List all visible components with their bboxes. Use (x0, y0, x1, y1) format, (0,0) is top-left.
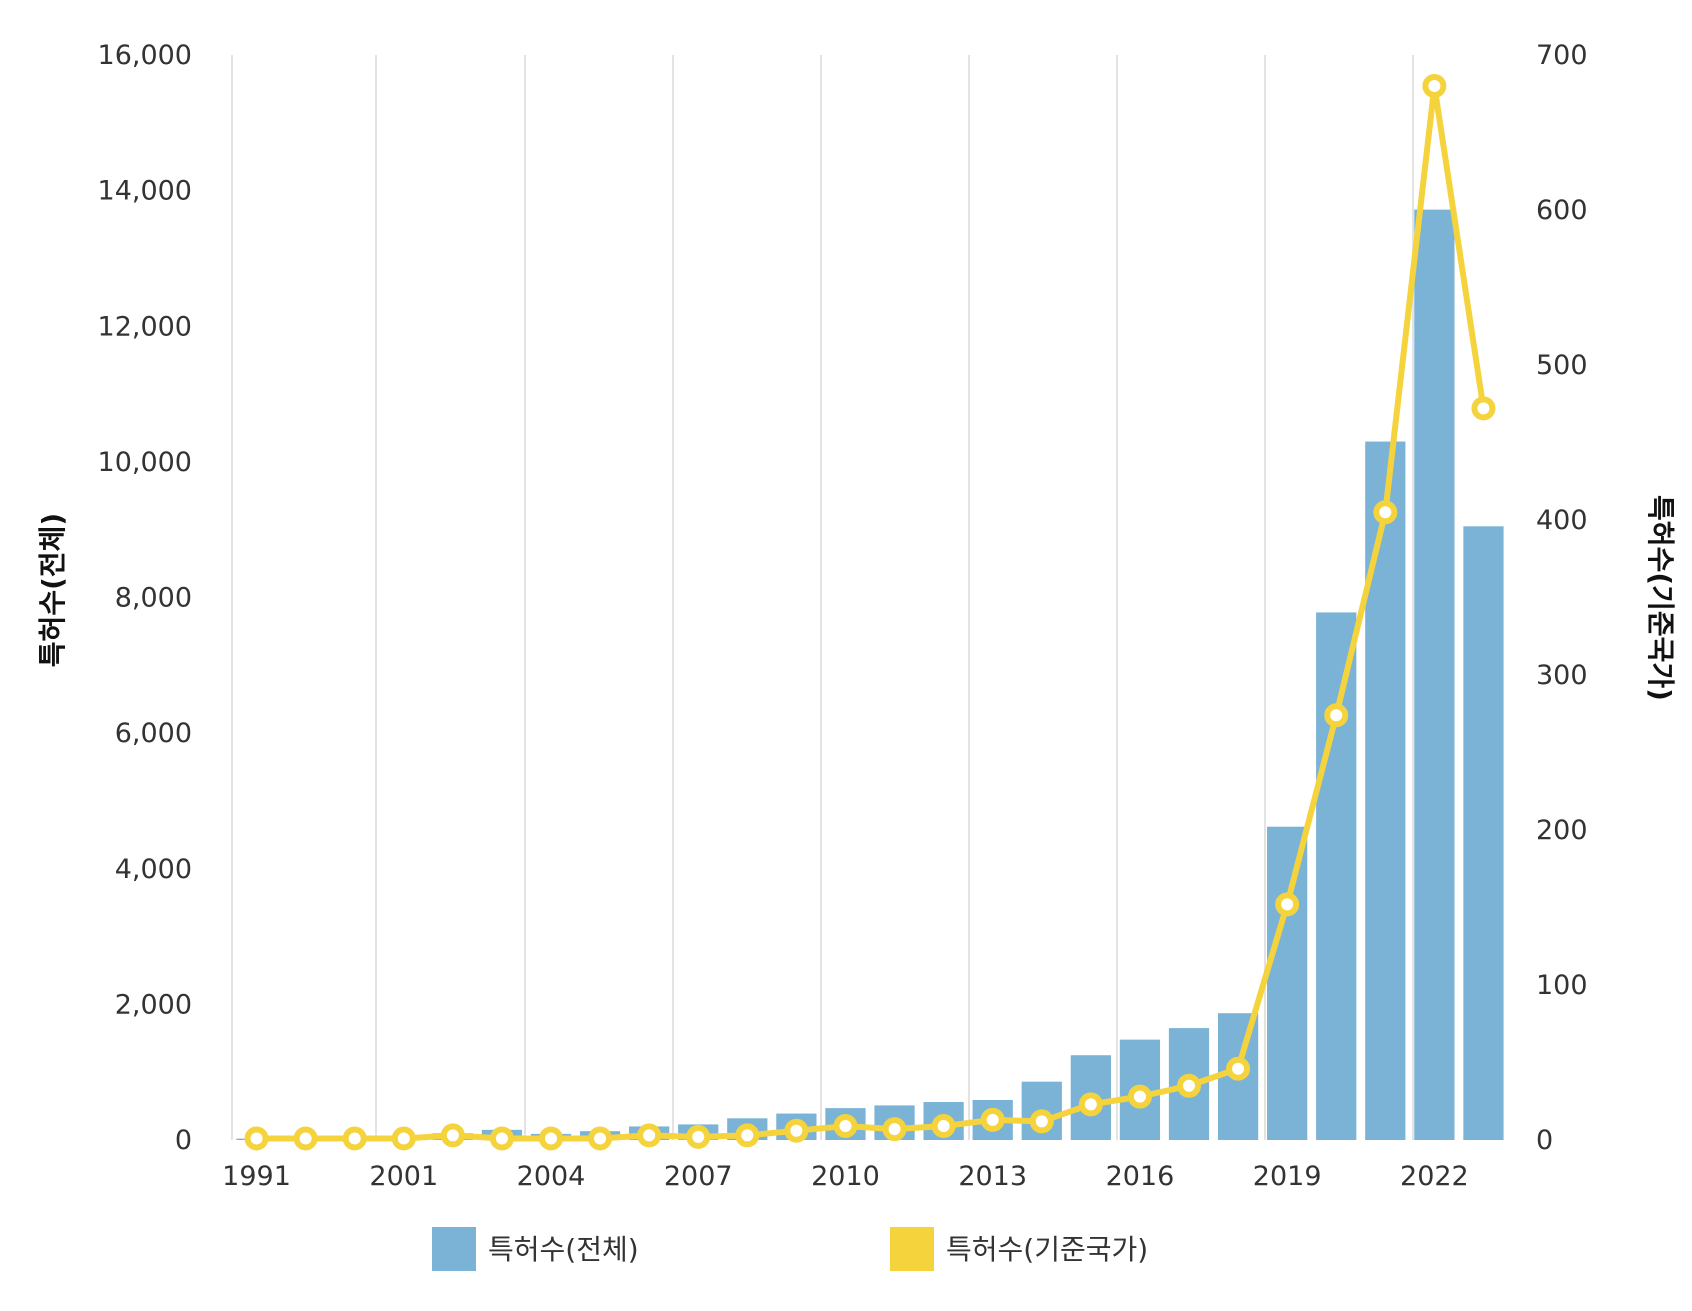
y-right-tick-label: 700 (1536, 40, 1588, 71)
line-point (1078, 1092, 1103, 1117)
y-left-tick-label: 10,000 (98, 447, 192, 478)
legend-swatch-line (890, 1227, 934, 1271)
line-point (735, 1123, 760, 1148)
y-right-tick-label: 300 (1536, 660, 1588, 691)
x-tick-label: 2007 (664, 1161, 733, 1192)
legend-swatch-bar (432, 1227, 476, 1271)
y-right-tick-label: 600 (1536, 195, 1588, 226)
y-right-tick-label: 400 (1536, 505, 1588, 536)
x-tick-label: 1991 (222, 1161, 291, 1192)
line-point (539, 1126, 563, 1151)
line-point (293, 1126, 318, 1151)
line-point (980, 1107, 1005, 1132)
y-axis-right: 0 100 200 300 400 500 600 700 (1536, 40, 1588, 1156)
line-point (931, 1114, 956, 1139)
y-right-tick-label: 200 (1536, 815, 1588, 846)
line-point (1373, 500, 1398, 525)
line-point (244, 1126, 269, 1151)
y-left-tick-label: 2,000 (115, 989, 192, 1020)
bar (1414, 209, 1455, 1141)
line-point (342, 1126, 367, 1151)
line-point (637, 1123, 662, 1148)
line-point (489, 1126, 514, 1151)
line-point (1127, 1084, 1152, 1109)
x-tick-label: 2010 (811, 1161, 880, 1192)
x-tick-label: 2004 (517, 1161, 586, 1192)
legend-label-line: 특허수(기준국가) (946, 1233, 1148, 1266)
legend-label-bar: 특허수(전체) (488, 1233, 639, 1266)
line-point (1029, 1109, 1054, 1134)
line-point (833, 1114, 858, 1139)
y-left-tick-label: 4,000 (115, 854, 192, 885)
line-point (440, 1123, 465, 1148)
grid-lines (231, 55, 1414, 1140)
y-left-tick-label: 16,000 (98, 40, 192, 71)
x-tick-label: 2019 (1253, 1161, 1322, 1192)
line-point (391, 1126, 416, 1151)
y-axis-left: 0 2,000 4,000 6,000 8,000 10,000 12,000 14,000 1… (98, 40, 192, 1156)
y-left-tick-label: 12,000 (98, 311, 192, 342)
x-tick-label: 2013 (958, 1161, 1027, 1192)
line-point (882, 1117, 907, 1142)
y-left-tick-label: 8,000 (115, 583, 192, 614)
line-point (588, 1126, 613, 1151)
bar (1463, 526, 1504, 1140)
line-point (1275, 892, 1300, 917)
x-axis: 1991 2001 2004 2007 2010 2013 2016 2019 2022 (222, 1161, 1469, 1192)
y-left-tick-label: 6,000 (115, 718, 192, 749)
line-point (1324, 703, 1349, 728)
y-axis-right-title: 특허수(기준국가) (1644, 495, 1677, 701)
line-point (686, 1124, 711, 1149)
y-right-tick-label: 100 (1536, 970, 1588, 1001)
bar (1267, 826, 1308, 1140)
y-axis-left-title: 특허수(전체) (36, 513, 69, 667)
y-left-tick-label: 0 (175, 1125, 192, 1156)
line-point (784, 1118, 809, 1143)
bar-series (236, 209, 1504, 1141)
legend: 특허수(전체) 특허수(기준국가) (432, 1227, 1148, 1271)
line-point (1422, 74, 1447, 98)
x-tick-label: 2022 (1400, 1161, 1469, 1192)
bar (1316, 612, 1357, 1140)
y-right-tick-label: 0 (1536, 1125, 1553, 1156)
x-tick-label: 2001 (369, 1161, 438, 1192)
line-point (1177, 1073, 1201, 1098)
line-point (1471, 396, 1496, 421)
x-tick-label: 2016 (1106, 1161, 1175, 1192)
y-right-tick-label: 500 (1536, 350, 1588, 381)
y-left-tick-label: 14,000 (98, 176, 192, 207)
line-point (1226, 1056, 1251, 1081)
line-series (244, 74, 1496, 1151)
bar (1365, 441, 1406, 1140)
